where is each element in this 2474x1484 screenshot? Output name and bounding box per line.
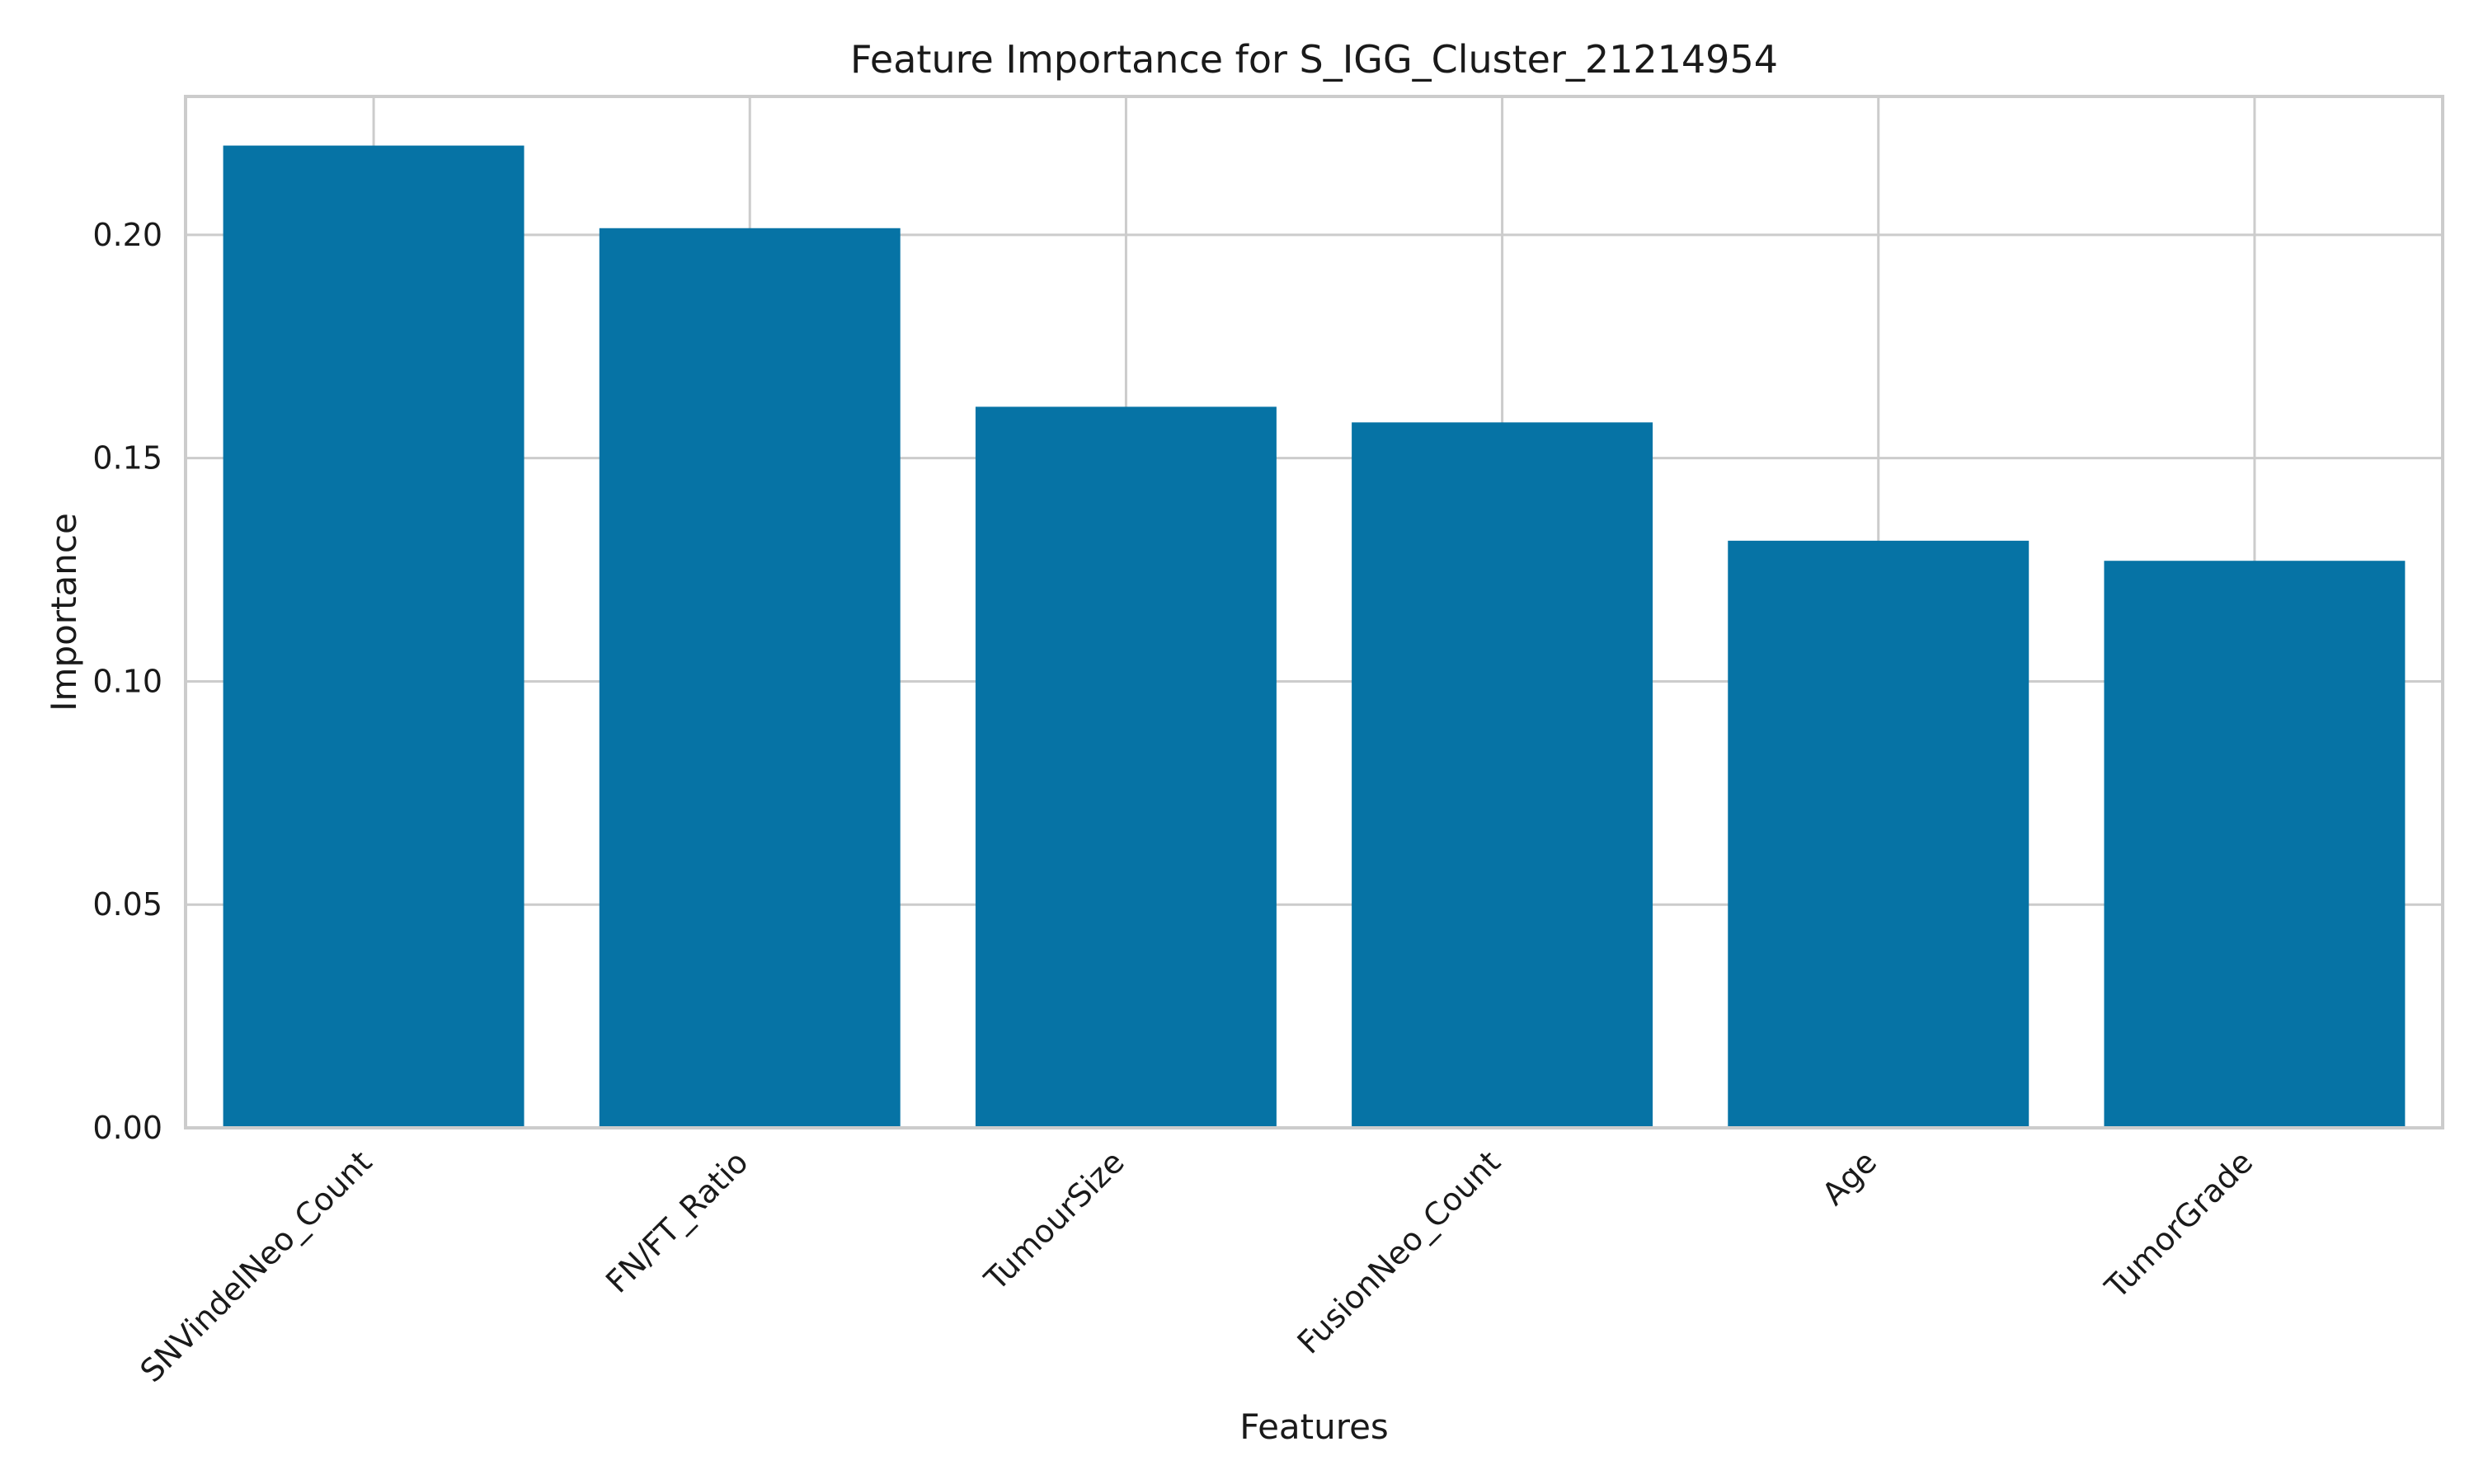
chart-title: Feature Importance for S_IGG_Cluster_212…: [850, 37, 1778, 82]
y-tick-label: 0.05: [92, 886, 162, 923]
y-tick-label: 0.10: [92, 663, 162, 699]
y-axis-label: Importance: [44, 513, 84, 711]
y-tick-label: 0.15: [92, 440, 162, 477]
bar-2: [975, 406, 1277, 1128]
bar-1: [599, 228, 901, 1128]
y-axis-ticks: 0.00 0.05 0.10 0.15 0.20: [92, 217, 162, 1146]
bars-group: [223, 145, 2406, 1129]
x-axis-label: Features: [1239, 1407, 1389, 1447]
bar-5: [2104, 561, 2406, 1128]
bar-3: [1352, 422, 1653, 1128]
bar-4: [1728, 540, 2030, 1128]
bar-0: [223, 145, 524, 1129]
y-tick-label: 0.00: [92, 1110, 162, 1146]
plot-frame: [184, 95, 2444, 1129]
y-tick-label: 0.20: [92, 217, 162, 253]
